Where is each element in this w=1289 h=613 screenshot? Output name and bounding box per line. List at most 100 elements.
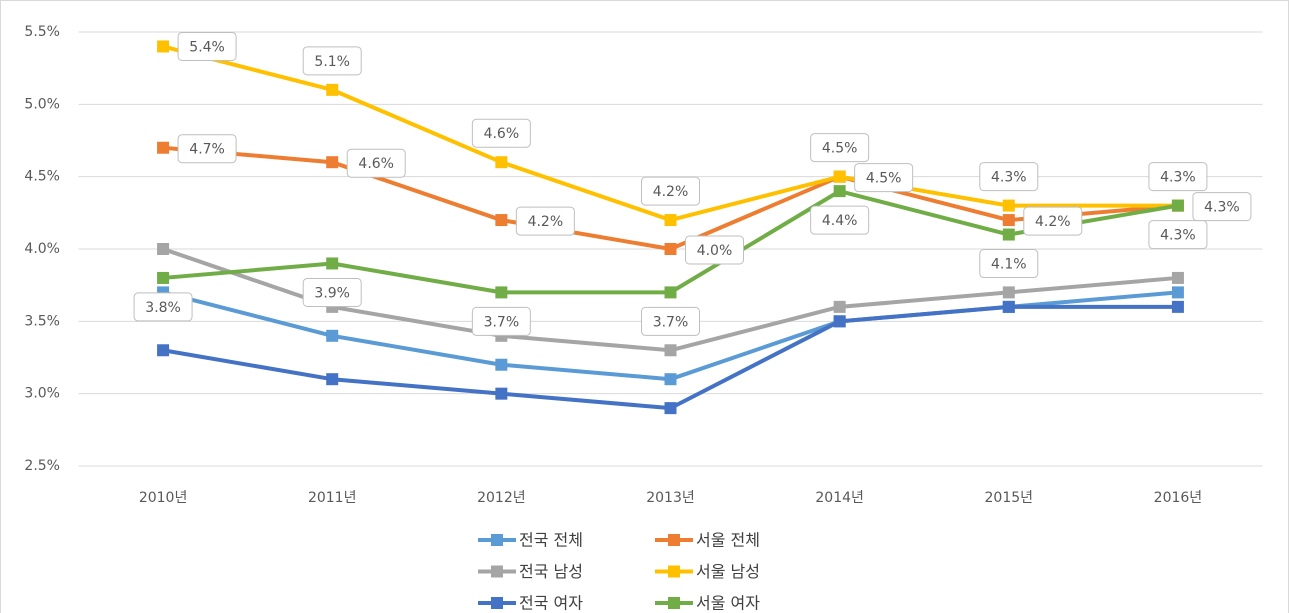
legend-label: 서울 남성	[696, 562, 760, 581]
marker	[157, 243, 170, 255]
legend-marker	[668, 534, 680, 546]
legend-label: 서울 여자	[696, 594, 760, 613]
marker	[833, 300, 846, 313]
y-tick-label: 3.5%	[24, 313, 60, 329]
data-label: 4.2%	[1035, 214, 1071, 230]
data-label: 3.9%	[314, 285, 350, 301]
marker	[1002, 214, 1015, 227]
marker	[157, 40, 170, 53]
data-label-box	[302, 277, 362, 307]
data-label-box	[641, 306, 700, 336]
marker	[1002, 199, 1015, 212]
data-label-box	[1148, 162, 1208, 192]
marker	[664, 402, 677, 415]
marker	[326, 257, 339, 270]
data-label: 4.6%	[484, 126, 520, 142]
data-label: 4.1%	[991, 257, 1027, 273]
data-label: 4.3%	[1160, 228, 1196, 244]
data-label: 3.7%	[484, 314, 520, 330]
marker	[664, 373, 677, 386]
y-tick-label: 5.0%	[24, 96, 60, 112]
data-label-box	[1148, 220, 1208, 250]
data-label: 4.4%	[822, 213, 858, 229]
marker	[664, 344, 677, 357]
x-tick-label: 2016년	[1154, 490, 1203, 506]
data-label: 5.1%	[314, 54, 350, 70]
x-tick-label: 2015년	[985, 490, 1034, 506]
marker	[1171, 286, 1184, 299]
data-label-box	[471, 306, 531, 336]
marker	[495, 286, 508, 299]
data-label-box	[1192, 192, 1252, 222]
data-label: 4.7%	[189, 142, 225, 158]
marker	[1171, 199, 1184, 212]
data-label-box	[641, 176, 700, 206]
marker	[326, 329, 339, 342]
legend-label: 전국 전체	[519, 531, 583, 550]
data-label-box	[854, 163, 914, 193]
y-tick-label: 3.0%	[24, 386, 60, 402]
data-label: 4.6%	[358, 156, 394, 172]
y-tick-label: 4.0%	[24, 241, 60, 257]
marker	[1002, 286, 1015, 299]
data-label-box	[471, 118, 531, 148]
legend-label: 전국 여자	[519, 594, 583, 613]
data-label-box	[177, 31, 237, 61]
x-tick-label: 2011년	[308, 490, 357, 506]
x-tick-label: 2013년	[646, 490, 695, 506]
marker	[833, 170, 846, 183]
marker	[495, 156, 508, 169]
legend-marker	[491, 534, 503, 546]
data-label: 4.3%	[1204, 200, 1240, 216]
marker	[833, 185, 846, 198]
marker	[157, 344, 170, 357]
x-tick-label: 2014년	[815, 490, 864, 506]
data-label-box	[1023, 206, 1083, 236]
data-label: 4.5%	[822, 141, 858, 157]
data-label-box	[346, 148, 406, 178]
data-label: 4.5%	[866, 171, 902, 187]
data-label-box	[979, 249, 1039, 279]
marker	[326, 373, 339, 386]
marker	[157, 141, 170, 154]
legend-label: 서울 전체	[696, 531, 760, 550]
legend-marker	[491, 565, 503, 578]
marker	[326, 156, 339, 169]
data-label: 3.7%	[653, 314, 689, 330]
data-label-box	[515, 206, 575, 236]
data-label: 4.2%	[528, 214, 564, 230]
y-tick-label: 5.5%	[24, 24, 60, 40]
data-label: 4.3%	[991, 170, 1027, 186]
legend-label: 전국 남성	[519, 562, 583, 581]
marker	[1002, 228, 1015, 241]
data-label-box	[810, 133, 870, 163]
x-tick-label: 2010년	[139, 490, 188, 506]
legend-marker	[668, 565, 680, 578]
data-label: 4.2%	[653, 184, 689, 200]
data-label-box	[810, 205, 870, 235]
y-tick-label: 4.5%	[24, 169, 60, 185]
marker	[495, 387, 508, 400]
legend-marker	[491, 597, 503, 609]
marker	[495, 214, 508, 227]
marker	[495, 358, 508, 371]
marker	[664, 214, 677, 227]
y-tick-label: 2.5%	[24, 458, 60, 474]
data-label: 3.8%	[145, 300, 181, 316]
marker	[1171, 300, 1184, 313]
data-label: 5.4%	[189, 39, 225, 55]
marker	[1002, 300, 1015, 313]
marker	[1171, 271, 1184, 284]
legend-marker	[668, 597, 680, 609]
data-label-box	[133, 292, 193, 322]
marker	[326, 83, 339, 96]
x-tick-label: 2012년	[477, 490, 526, 506]
marker	[664, 243, 677, 255]
data-label-box	[979, 162, 1039, 192]
data-label-box	[177, 134, 237, 164]
data-label: 4.0%	[697, 243, 733, 259]
marker	[664, 286, 677, 299]
data-label: 4.3%	[1160, 170, 1196, 186]
data-label-box	[685, 235, 744, 265]
